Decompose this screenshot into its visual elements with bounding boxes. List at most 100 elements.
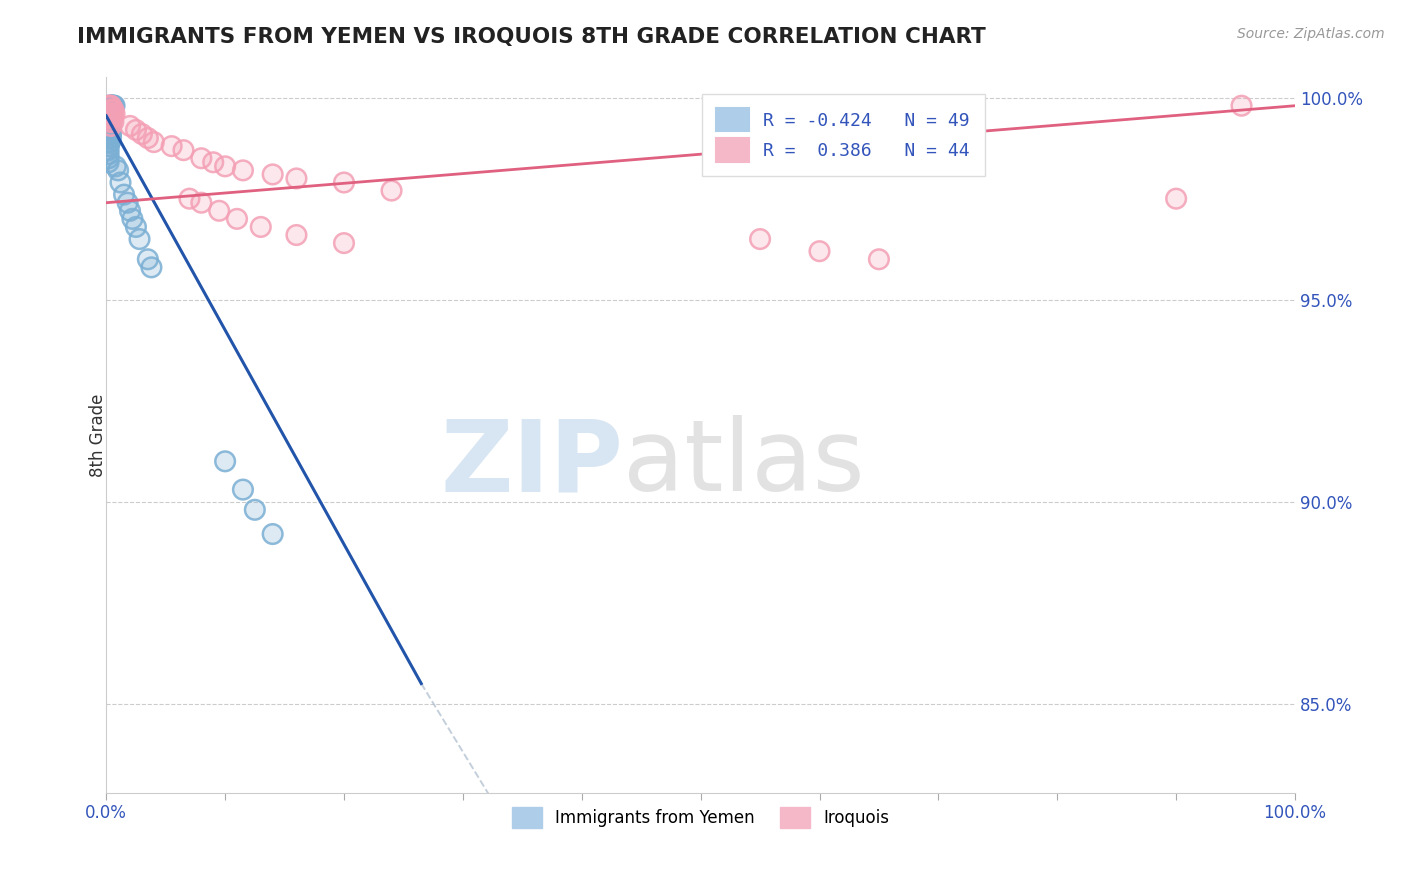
- Point: [128, 232, 150, 246]
- Point: [808, 244, 831, 259]
- Point: [249, 219, 271, 234]
- Point: [100, 127, 122, 141]
- Point: [118, 119, 141, 133]
- Point: [101, 103, 124, 117]
- Point: [101, 99, 124, 113]
- Point: [808, 244, 831, 259]
- Point: [101, 111, 124, 125]
- Point: [285, 171, 308, 186]
- Point: [214, 454, 236, 468]
- Point: [97, 143, 120, 157]
- Point: [97, 155, 120, 169]
- Legend: Immigrants from Yemen, Iroquois: Immigrants from Yemen, Iroquois: [505, 801, 896, 834]
- Point: [100, 119, 122, 133]
- Point: [100, 99, 122, 113]
- Point: [136, 252, 159, 267]
- Point: [98, 127, 121, 141]
- Point: [749, 232, 772, 246]
- Point: [100, 103, 122, 117]
- Point: [97, 99, 120, 113]
- Point: [179, 192, 201, 206]
- Point: [98, 107, 121, 121]
- Point: [173, 143, 195, 157]
- Point: [333, 236, 356, 251]
- Point: [100, 123, 122, 137]
- Point: [190, 151, 212, 165]
- Point: [103, 99, 125, 113]
- Point: [98, 119, 121, 133]
- Point: [98, 115, 121, 129]
- Point: [100, 119, 122, 133]
- Point: [101, 111, 124, 125]
- Point: [97, 99, 120, 113]
- Point: [97, 99, 120, 113]
- Point: [107, 163, 129, 178]
- Point: [190, 151, 212, 165]
- Point: [103, 107, 125, 121]
- Point: [103, 99, 125, 113]
- Point: [112, 187, 135, 202]
- Point: [98, 119, 121, 133]
- Point: [118, 203, 141, 218]
- Point: [97, 151, 120, 165]
- Point: [202, 155, 225, 169]
- Point: [232, 483, 254, 497]
- Point: [112, 187, 135, 202]
- Point: [98, 99, 121, 113]
- Point: [100, 99, 122, 113]
- Text: Source: ZipAtlas.com: Source: ZipAtlas.com: [1237, 27, 1385, 41]
- Point: [232, 163, 254, 178]
- Point: [1230, 99, 1253, 113]
- Point: [98, 115, 121, 129]
- Point: [190, 195, 212, 210]
- Point: [101, 99, 124, 113]
- Point: [100, 111, 122, 125]
- Point: [121, 211, 143, 226]
- Point: [262, 168, 284, 182]
- Point: [285, 227, 308, 242]
- Point: [97, 99, 120, 113]
- Text: ZIP: ZIP: [440, 415, 623, 512]
- Point: [97, 155, 120, 169]
- Point: [98, 123, 121, 137]
- Point: [117, 195, 139, 210]
- Point: [103, 107, 125, 121]
- Point: [100, 99, 122, 113]
- Point: [285, 227, 308, 242]
- Point: [232, 483, 254, 497]
- Point: [98, 115, 121, 129]
- Point: [98, 127, 121, 141]
- Point: [98, 135, 121, 149]
- Point: [97, 151, 120, 165]
- Point: [128, 232, 150, 246]
- Point: [97, 107, 120, 121]
- Point: [142, 135, 165, 149]
- Point: [160, 139, 183, 153]
- Point: [98, 99, 121, 113]
- Point: [214, 454, 236, 468]
- Point: [226, 211, 249, 226]
- Point: [868, 252, 890, 267]
- Point: [333, 236, 356, 251]
- Point: [101, 103, 124, 117]
- Point: [100, 131, 122, 145]
- Point: [100, 123, 122, 137]
- Point: [103, 99, 125, 113]
- Point: [173, 143, 195, 157]
- Point: [262, 527, 284, 541]
- Point: [262, 168, 284, 182]
- Point: [100, 111, 122, 125]
- Y-axis label: 8th Grade: 8th Grade: [89, 393, 107, 476]
- Point: [103, 103, 125, 117]
- Point: [98, 107, 121, 121]
- Text: atlas: atlas: [623, 415, 865, 512]
- Point: [110, 176, 132, 190]
- Point: [100, 99, 122, 113]
- Point: [125, 123, 148, 137]
- Point: [98, 131, 121, 145]
- Point: [262, 527, 284, 541]
- Point: [103, 103, 125, 117]
- Point: [104, 159, 127, 173]
- Point: [214, 159, 236, 173]
- Point: [380, 184, 402, 198]
